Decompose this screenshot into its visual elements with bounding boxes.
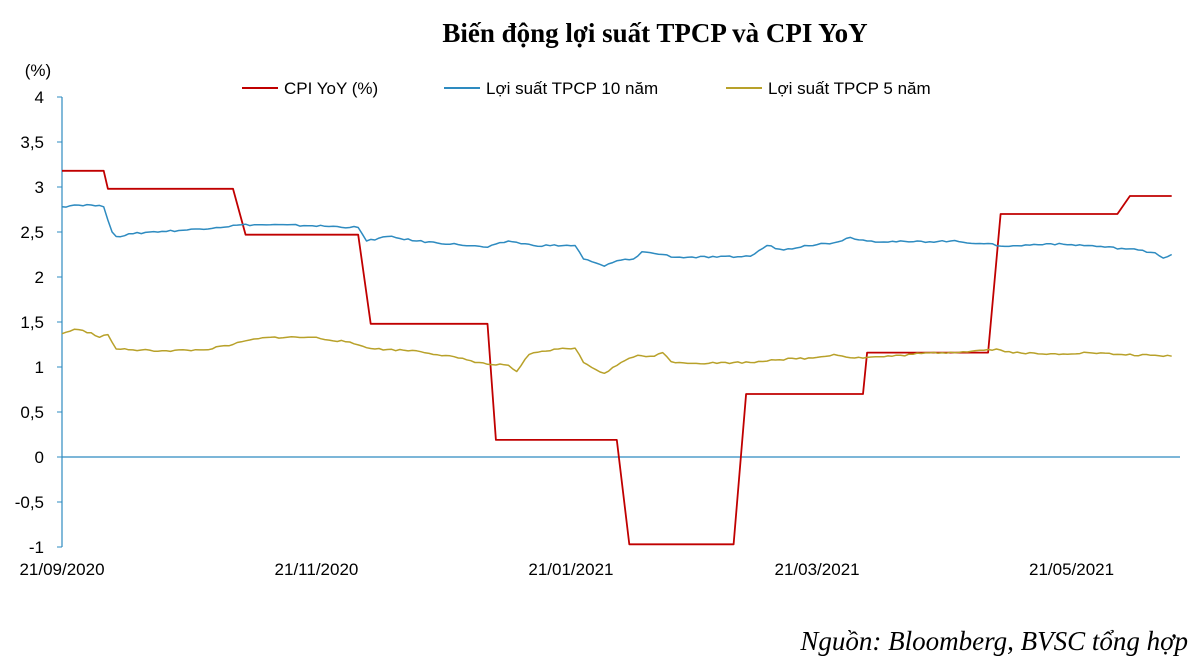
x-tick-label: 21/03/2021 [775, 560, 860, 579]
source-note: Nguồn: Bloomberg, BVSC tổng hợp [799, 626, 1188, 656]
legend-label-3: Lợi suất TPCP 5 năm [768, 79, 931, 98]
x-tick-label: 21/05/2021 [1029, 560, 1114, 579]
y-tick-label: 2 [35, 268, 44, 287]
y-tick-label: 1 [35, 358, 44, 377]
axes: 4 3,5 3 2,5 2 1,5 1 0,5 0 -0,5 -1 21/09/2020 21/11/2… [15, 88, 1180, 579]
series-lines [61, 169, 1173, 546]
y-tick-label: 0,5 [20, 403, 44, 422]
y-tick-label: 4 [35, 88, 44, 107]
y-tick-label: 2,5 [20, 223, 44, 242]
chart-title: Biến động lợi suất TPCP và CPI YoY [442, 18, 867, 48]
x-tick-label: 21/09/2020 [19, 560, 104, 579]
legend: CPI YoY (%) Lợi suất TPCP 10 năm Lợi suất … [242, 79, 931, 98]
legend-label-2: Lợi suất TPCP 10 năm [486, 79, 658, 98]
series-line-3 [61, 328, 1172, 375]
y-tick-label: 0 [35, 448, 44, 467]
y-tick-label: -0,5 [15, 493, 44, 512]
y-tick-label: 3,5 [20, 133, 44, 152]
y-tick-label: 1,5 [20, 313, 44, 332]
x-tick-label: 21/01/2021 [528, 560, 613, 579]
series-line-1 [62, 169, 1172, 546]
y-axis-unit: (%) [25, 61, 51, 80]
y-tick-label: -1 [29, 538, 44, 557]
y-tick-label: 3 [35, 178, 44, 197]
series-line-2 [61, 203, 1173, 267]
x-tick-label: 21/11/2020 [275, 560, 359, 579]
legend-label-1: CPI YoY (%) [284, 79, 378, 98]
